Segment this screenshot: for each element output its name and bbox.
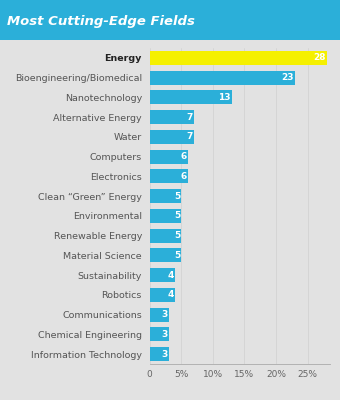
Bar — [150, 209, 181, 223]
Text: 7: 7 — [187, 113, 193, 122]
Text: 3: 3 — [162, 350, 168, 359]
Text: 5: 5 — [174, 231, 180, 240]
Bar — [150, 70, 295, 85]
Bar — [150, 288, 175, 302]
Bar — [150, 347, 169, 361]
Text: 13: 13 — [218, 93, 231, 102]
Text: 7: 7 — [187, 132, 193, 141]
Bar — [150, 248, 181, 262]
Bar — [150, 327, 169, 342]
Text: 3: 3 — [162, 310, 168, 319]
Text: 6: 6 — [180, 152, 187, 161]
Text: 4: 4 — [168, 290, 174, 299]
Bar — [150, 308, 169, 322]
Text: 23: 23 — [282, 73, 294, 82]
Text: 5: 5 — [174, 251, 180, 260]
Text: 3: 3 — [162, 330, 168, 339]
Text: Most Cutting-Edge Fields: Most Cutting-Edge Fields — [7, 16, 195, 28]
Text: 5: 5 — [174, 192, 180, 201]
Bar — [150, 189, 181, 203]
Bar — [150, 169, 188, 184]
Bar — [150, 90, 232, 104]
Bar — [150, 130, 194, 144]
Bar — [150, 150, 188, 164]
Bar — [150, 51, 327, 65]
Text: 4: 4 — [168, 271, 174, 280]
Text: 6: 6 — [180, 172, 187, 181]
Bar — [150, 228, 181, 243]
Text: 28: 28 — [313, 53, 326, 62]
Text: 5: 5 — [174, 211, 180, 220]
Bar — [150, 268, 175, 282]
Bar — [150, 110, 194, 124]
